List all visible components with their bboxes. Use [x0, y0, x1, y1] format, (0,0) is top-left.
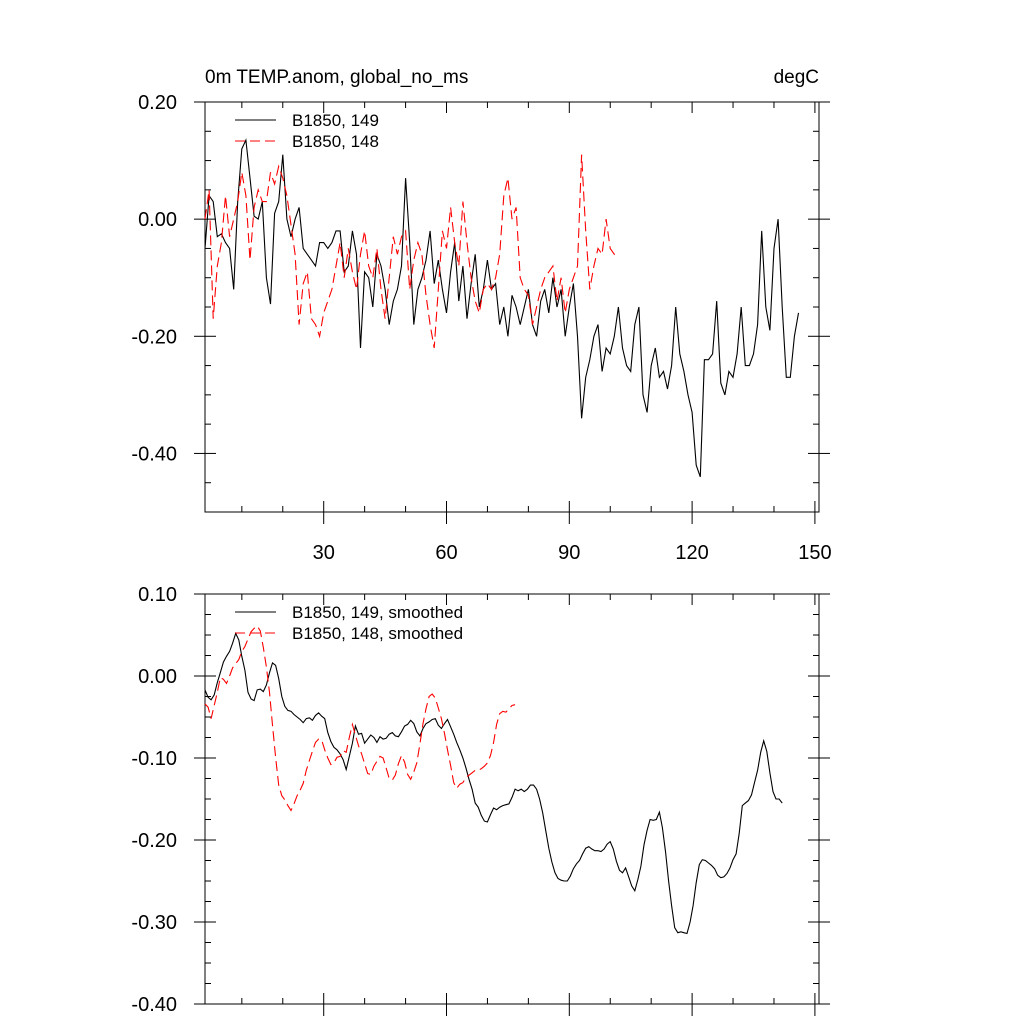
- y-tick-label: 0.00: [138, 209, 177, 231]
- legend-label: B1850, 148, smoothed: [292, 624, 463, 643]
- chart-title-right: degC: [774, 67, 819, 88]
- y-tick-label: -0.30: [131, 912, 177, 934]
- x-tick-label: 60: [435, 542, 457, 564]
- x-tick-label: 120: [675, 542, 708, 564]
- axis-ticks-top: 30 60 90 120 150 0.20 0.00 -0.20 -0.40: [131, 92, 831, 564]
- y-tick-label: -0.40: [131, 443, 177, 465]
- chart-panel-top: 0m TEMP.anom, global_no_ms degC 30 60 90 12…: [131, 67, 831, 564]
- legend-label: B1850, 149: [292, 111, 379, 130]
- series-line-1: [204, 138, 800, 478]
- axis-ticks-bottom: 0.10 0.00 -0.10 -0.20 -0.30 -0.40: [131, 584, 830, 1016]
- chart-panel-bottom: 0.10 0.00 -0.10 -0.20 -0.30 -0.40 B1850, 149,…: [131, 584, 830, 1016]
- series-group-top: [204, 138, 800, 478]
- x-tick-label: 150: [798, 542, 831, 564]
- x-tick-label: 90: [558, 542, 580, 564]
- y-tick-label: -0.40: [131, 994, 177, 1016]
- legend-bottom: B1850, 149, smoothed B1850, 148, smoothed: [235, 603, 463, 643]
- series-line-1: [204, 631, 783, 935]
- y-tick-label: 0.10: [138, 584, 177, 606]
- series-line-2: [204, 154, 619, 349]
- series-line-2: [204, 625, 516, 812]
- x-tick-label: 30: [313, 542, 335, 564]
- y-tick-label: -0.20: [131, 830, 177, 852]
- plot-frame-top: [204, 101, 820, 513]
- series-group-bottom: [204, 625, 783, 935]
- legend-label: B1850, 149, smoothed: [292, 603, 463, 622]
- y-tick-label: 0.20: [138, 92, 177, 114]
- legend-top: B1850, 149 B1850, 148: [235, 111, 379, 151]
- y-tick-label: 0.00: [138, 666, 177, 688]
- legend-label: B1850, 148: [292, 132, 379, 151]
- plot-frame-bottom: [204, 593, 820, 1005]
- chart-title-left: 0m TEMP.anom, global_no_ms: [205, 67, 468, 88]
- y-tick-label: -0.10: [131, 748, 177, 770]
- y-tick-label: -0.20: [131, 326, 177, 348]
